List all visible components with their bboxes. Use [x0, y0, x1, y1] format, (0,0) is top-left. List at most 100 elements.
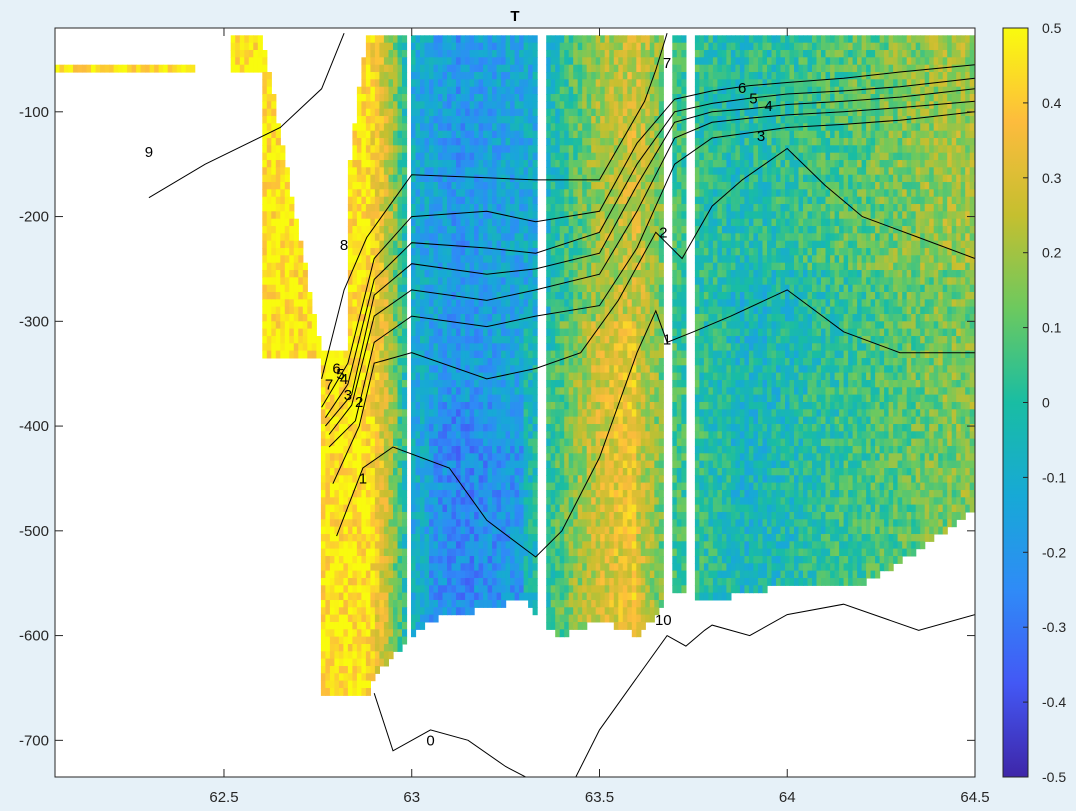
heatmap-cell [361, 94, 367, 102]
heatmap-cell [510, 35, 516, 44]
heatmap-cell [361, 578, 367, 586]
heatmap-cell [320, 460, 326, 469]
heatmap-cell [361, 233, 367, 242]
heatmap-cell [397, 380, 403, 388]
heatmap-cell [532, 438, 538, 447]
heatmap-cells [55, 35, 975, 696]
heatmap-cell [532, 240, 538, 249]
heatmap-cell [595, 101, 601, 110]
heatmap-cell [370, 101, 376, 110]
heatmap-cell [393, 226, 399, 234]
heatmap-cell [582, 57, 588, 66]
heatmap-cell [600, 365, 606, 374]
heatmap-cell [329, 534, 335, 542]
heatmap-cell [334, 541, 340, 550]
heatmap-cell [595, 145, 601, 154]
heatmap-cell [501, 167, 507, 176]
heatmap-cell [415, 130, 421, 139]
heatmap-cell [496, 475, 502, 484]
heatmap-cell [347, 526, 353, 535]
heatmap-cell [383, 211, 389, 220]
heatmap-cell [383, 504, 389, 513]
heatmap-cell [280, 196, 286, 205]
heatmap-cell [564, 226, 570, 234]
heatmap-cell [555, 123, 561, 132]
heatmap-cell [235, 35, 241, 44]
heatmap-cell [573, 504, 579, 513]
heatmap-cell [402, 50, 408, 58]
heatmap-cell [487, 409, 493, 418]
heatmap-cell [478, 35, 484, 44]
heatmap-cell [586, 101, 592, 110]
heatmap-cell [586, 438, 592, 447]
heatmap-cell [447, 152, 453, 161]
heatmap-cell [505, 350, 511, 359]
heatmap-cell [447, 475, 453, 484]
heatmap-cell [420, 482, 426, 491]
heatmap-cell [496, 204, 502, 212]
heatmap-cell [338, 475, 344, 484]
heatmap-cell [397, 42, 403, 51]
heatmap-cell [460, 218, 466, 227]
heatmap-cell [582, 152, 588, 161]
heatmap-cell [460, 196, 466, 205]
heatmap-cell [374, 438, 380, 447]
heatmap-cell [519, 394, 525, 403]
heatmap-cell [487, 380, 493, 388]
heatmap-cell [487, 336, 493, 344]
heatmap-cell [555, 86, 561, 95]
heatmap-cell [555, 578, 561, 586]
heatmap-cell [415, 211, 421, 220]
heatmap-cell [501, 306, 507, 315]
heatmap-cell [591, 116, 597, 124]
heatmap-cell [266, 72, 272, 80]
heatmap-cell [546, 482, 552, 491]
heatmap-cell [379, 196, 385, 205]
heatmap-cell [478, 387, 484, 396]
heatmap-cell [266, 336, 272, 344]
heatmap-cell [352, 299, 358, 308]
heatmap-cell [550, 145, 556, 154]
heatmap-cell [352, 629, 358, 638]
heatmap-cell [456, 475, 462, 484]
heatmap-cell [433, 541, 439, 550]
heatmap-cell [402, 314, 408, 322]
heatmap-cell [271, 255, 277, 264]
heatmap-cell [365, 453, 371, 462]
heatmap-cell [469, 541, 475, 550]
heatmap-cell [564, 42, 570, 51]
heatmap-cell [460, 585, 466, 594]
heatmap-cell [393, 218, 399, 227]
heatmap-cell [338, 622, 344, 630]
heatmap-cell [474, 424, 480, 432]
heatmap-cell [383, 585, 389, 594]
heatmap-cell [397, 64, 403, 73]
heatmap-cell [451, 563, 457, 572]
heatmap-cell [388, 372, 394, 381]
heatmap-cell [352, 600, 358, 608]
heatmap-cell [492, 262, 498, 271]
heatmap-cell [474, 204, 480, 212]
heatmap-cell [550, 86, 556, 95]
heatmap-cell [374, 658, 380, 667]
heatmap-cell [379, 182, 385, 190]
heatmap-cell [568, 299, 574, 308]
heatmap-cell [487, 563, 493, 572]
heatmap-cell [347, 204, 353, 212]
heatmap-cell [370, 160, 376, 168]
heatmap-cell [442, 431, 448, 440]
heatmap-cell [388, 358, 394, 366]
heatmap-cell [474, 145, 480, 154]
heatmap-cell [555, 160, 561, 168]
heatmap-cell [383, 424, 389, 432]
heatmap-cell [469, 211, 475, 220]
heatmap-cell [438, 534, 444, 542]
heatmap-cell [370, 233, 376, 242]
heatmap-cell [564, 409, 570, 418]
heatmap-cell [275, 233, 281, 242]
heatmap-cell [374, 306, 380, 315]
heatmap-cell [411, 35, 417, 44]
heatmap-cell [433, 86, 439, 95]
heatmap-cell [474, 189, 480, 198]
heatmap-cell [420, 402, 426, 410]
